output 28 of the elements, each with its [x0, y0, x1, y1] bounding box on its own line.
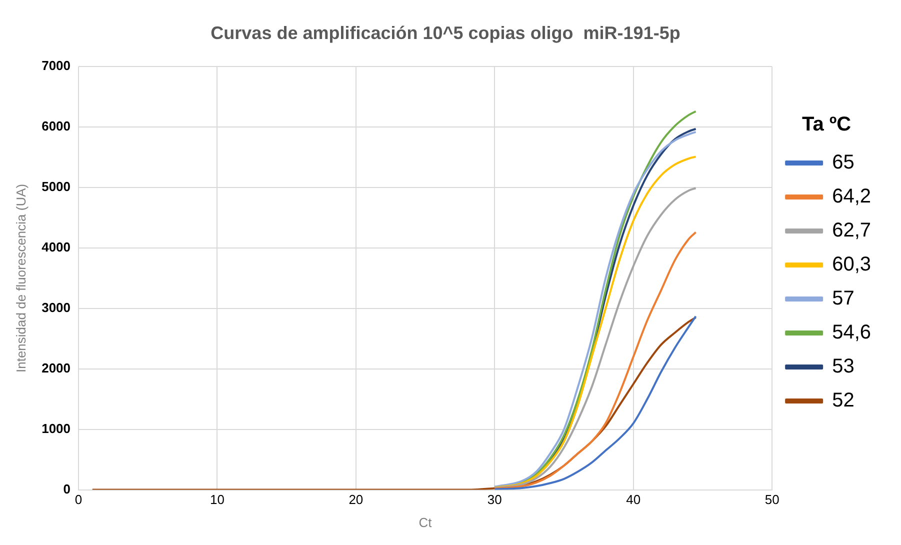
y-tick-label: 3000 [42, 300, 71, 316]
y-tick-label: 1000 [42, 420, 71, 436]
legend-label: 62,7 [832, 220, 872, 242]
x-tick-label: 30 [487, 492, 502, 508]
y-tick-label: 5000 [42, 179, 71, 194]
x-tick-label: 50 [764, 492, 780, 508]
x-tick-label: 0 [74, 492, 82, 508]
legend-label: 60,3 [832, 254, 872, 276]
x-tick-label: 40 [626, 492, 641, 508]
line-series [91, 316, 697, 490]
x-axis-title: Ct [418, 514, 432, 530]
chart-title: Curvas de amplificación 10^5 copias oligo miR-191-5p [210, 22, 680, 43]
y-axis-title: Intensidad de fluorescencia (UA) [13, 184, 28, 373]
legend-label: 57 [832, 288, 854, 310]
x-tick-label: 10 [210, 492, 224, 508]
legend-label: 53 [832, 356, 854, 378]
legend-title: Ta ºC [802, 114, 852, 136]
y-tick-label: 2000 [42, 360, 71, 376]
line-series [494, 315, 697, 490]
legend-label: 65 [832, 152, 854, 174]
y-tick-label: 7000 [42, 58, 71, 74]
y-tick-label: 0 [63, 481, 71, 496]
legend-label: 64,2 [832, 186, 872, 208]
x-tick-label: 20 [348, 492, 364, 508]
legend-label: 52 [832, 390, 854, 412]
legend-label: 54,6 [832, 322, 872, 344]
y-tick-label: 4000 [42, 240, 71, 255]
y-tick-label: 6000 [42, 118, 71, 134]
